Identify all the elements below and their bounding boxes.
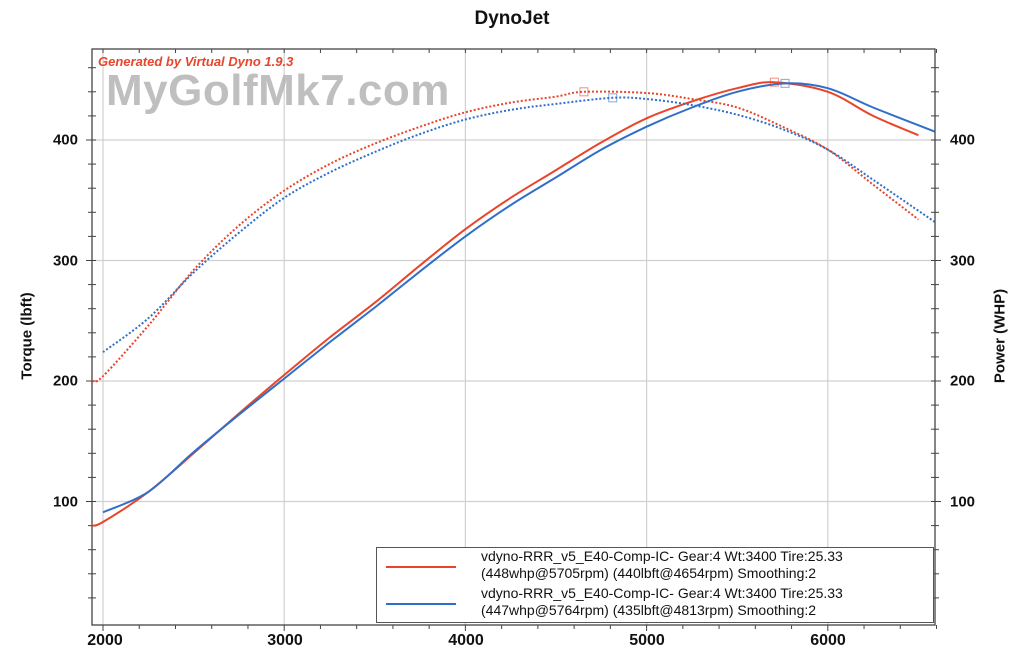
legend-line1: vdyno-RRR_v5_E40-Comp-IC- Gear:4 Wt:3400… [481,548,843,564]
legend-line1: vdyno-RRR_v5_E40-Comp-IC- Gear:4 Wt:3400… [481,585,843,601]
y-left-tick: 300 [52,252,78,270]
y-right-tick: 300 [950,252,976,270]
power-curve-run2 [102,82,936,514]
watermark: MyGolfMk7.com [106,66,450,115]
y-axis-left-label: Torque (lbft) [18,292,36,380]
y-left-tick: 100 [52,493,78,511]
peak-marker [608,93,618,103]
legend-text-run1: vdyno-RRR_v5_E40-Comp-IC- Gear:4 Wt:3400… [481,548,843,582]
torque-curve-run1 [91,90,920,383]
peak-marker [780,78,790,88]
y-axis-right-label: Power (WHP) [991,288,1009,384]
legend-line2: (447whp@5764rpm) (435lbft@4813rpm) Smoot… [481,602,817,618]
y-right-tick: 100 [950,493,976,511]
legend: vdyno-RRR_v5_E40-Comp-IC- Gear:4 Wt:3400… [376,547,934,623]
legend-swatch-run1 [386,566,456,568]
x-tick: 6000 [810,632,846,649]
y-right-tick: 200 [950,372,976,390]
peak-marker [579,87,589,97]
legend-line2: (448whp@5705rpm) (440lbft@4654rpm) Smoot… [481,565,817,581]
x-tick: 4000 [448,632,484,649]
torque-curve-run2 [102,96,936,353]
legend-entry-run2: vdyno-RRR_v5_E40-Comp-IC- Gear:4 Wt:3400… [377,585,933,623]
y-right-tick: 400 [950,131,976,149]
chart-title: DynoJet [474,8,550,29]
legend-text-run2: vdyno-RRR_v5_E40-Comp-IC- Gear:4 Wt:3400… [481,585,843,619]
x-tick: 2000 [87,632,123,649]
y-left-tick: 400 [52,131,78,149]
peak-marker [769,77,779,87]
generated-by-label: Generated by Virtual Dyno 1.9.3 [98,54,294,69]
legend-entry-run1: vdyno-RRR_v5_E40-Comp-IC- Gear:4 Wt:3400… [377,548,933,586]
x-tick: 3000 [267,632,303,649]
x-tick: 5000 [629,632,665,649]
power-curve-run1 [91,81,919,527]
legend-swatch-run2 [386,603,456,605]
y-left-tick: 200 [52,372,78,390]
plot-frame [91,48,936,626]
